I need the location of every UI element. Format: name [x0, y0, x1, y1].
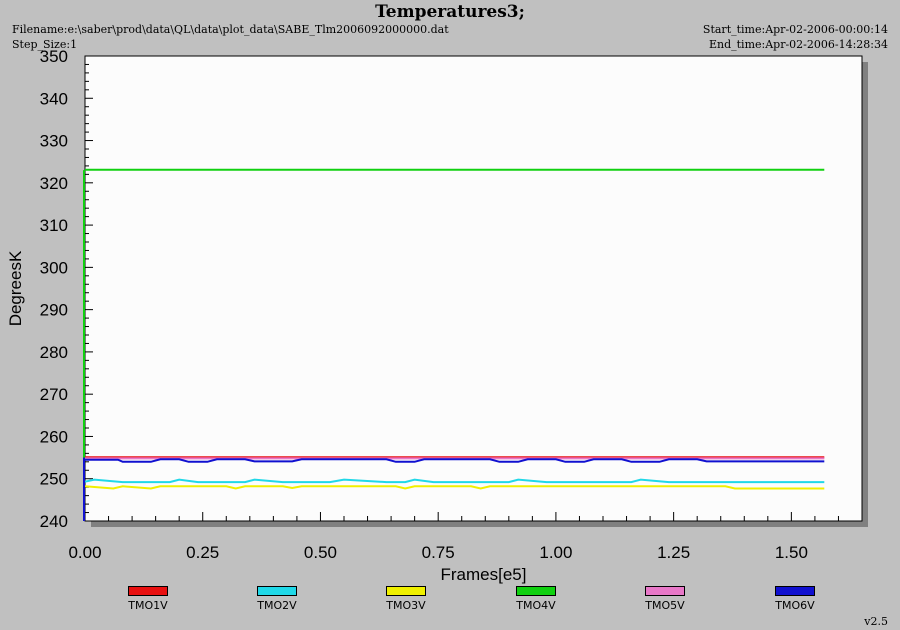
series-line-tmo3v: [84, 485, 825, 490]
legend-item-tmo3v: TMO3V: [371, 586, 441, 612]
start-time-label: Start_time:Apr-02-2006-00:00:14: [702, 23, 888, 36]
y-tick-label: 260: [40, 427, 68, 446]
chart-title: Temperatures3;: [375, 2, 525, 22]
legend-swatch: [775, 586, 815, 596]
legend-item-tmo6v: TMO6V: [760, 586, 830, 612]
legend-swatch: [386, 586, 426, 596]
legend-label: TMO1V: [128, 599, 168, 612]
x-tick-label: 0.25: [186, 543, 219, 562]
legend-item-tmo5v: TMO5V: [630, 586, 700, 612]
version-label: v2.5: [864, 615, 888, 628]
legend-item-tmo4v: TMO4V: [501, 586, 571, 612]
legend-swatch: [257, 586, 297, 596]
x-axis-label: Frames[e5]: [441, 565, 527, 584]
legend-swatch: [645, 586, 685, 596]
plot-frame: [84, 55, 863, 522]
legend-swatch: [128, 586, 168, 596]
y-tick-label: 290: [40, 301, 68, 320]
legend-label: TMO3V: [386, 599, 426, 612]
legend-item-tmo1v: TMO1V: [113, 586, 183, 612]
legend-label: TMO2V: [257, 599, 297, 612]
x-tick-label: 0.75: [422, 543, 455, 562]
y-tick-label: 340: [40, 89, 68, 108]
y-axis-label: DegreesK: [6, 250, 25, 326]
x-tick-label: 1.50: [775, 543, 808, 562]
y-tick-label: 330: [40, 132, 68, 151]
x-tick-label: 0.00: [68, 543, 101, 562]
legend-swatch: [516, 586, 556, 596]
y-tick-label: 270: [40, 385, 68, 404]
series-line-tmo6v: [85, 458, 825, 463]
y-tick-label: 280: [40, 343, 68, 362]
legend-item-tmo2v: TMO2V: [242, 586, 312, 612]
y-tick-label: 250: [40, 470, 68, 489]
y-tick-label: 300: [40, 258, 68, 277]
y-tick-label: 320: [40, 174, 68, 193]
x-tick-label: 0.50: [304, 543, 337, 562]
end-time-label: End_time:Apr-02-2006-14:28:34: [708, 38, 888, 51]
legend-label: TMO6V: [775, 599, 815, 612]
legend-label: TMO5V: [645, 599, 685, 612]
y-tick-label: 310: [40, 216, 68, 235]
series-line-tmo2v: [84, 478, 825, 484]
step-size-label: Step_Size:1: [12, 38, 78, 51]
x-tick-label: 1.25: [657, 543, 690, 562]
y-tick-label: 350: [40, 47, 68, 66]
x-tick-label: 1.00: [539, 543, 572, 562]
filename-label: Filename:e:\saber\prod\data\QL\data\plot…: [12, 23, 449, 36]
legend-label: TMO4V: [516, 599, 556, 612]
y-tick-label: 240: [40, 512, 68, 531]
